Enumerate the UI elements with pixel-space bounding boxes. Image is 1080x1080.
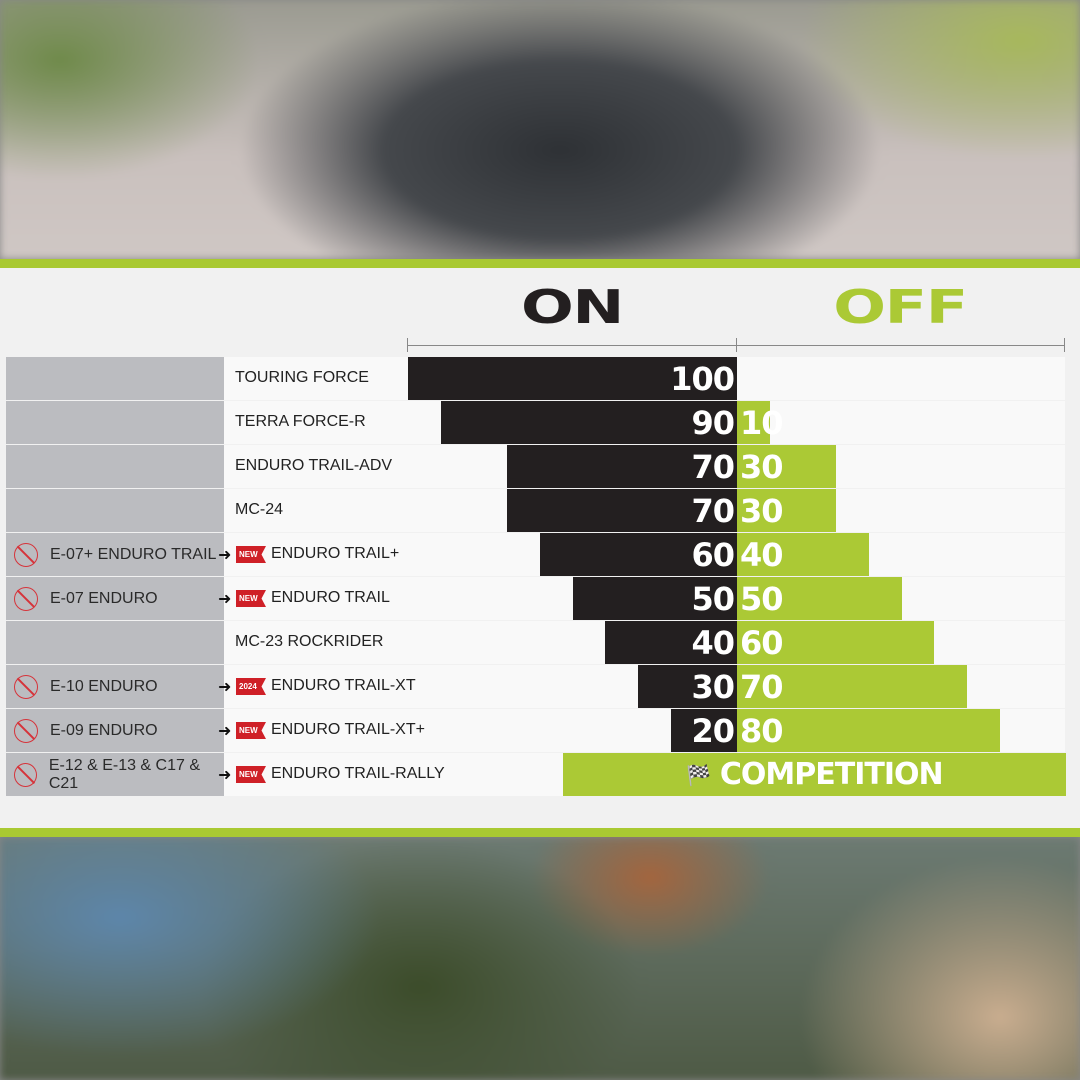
on-bar	[539, 533, 737, 576]
discontinued-icon	[14, 718, 38, 743]
table-row: MC-24 70 30	[6, 489, 1065, 532]
discontinued-icon	[14, 542, 38, 567]
legacy-name: E-09 ENDURO	[50, 721, 158, 739]
off-bar	[737, 665, 968, 708]
table-row: TERRA FORCE-R 90 10	[6, 401, 1065, 444]
off-value: 70	[740, 668, 784, 706]
checkered-flag-icon: 🏁	[685, 762, 711, 787]
on-bar	[572, 577, 737, 620]
on-bar	[638, 665, 737, 708]
table-row: E-12 & E-13 & C17 & C21 ➜ NEW ENDURO TRAIL-…	[6, 753, 1066, 796]
legacy-name: E-07+ ENDURO TRAIL	[50, 545, 217, 563]
badge: NEW	[236, 546, 266, 563]
axis-tick	[407, 338, 408, 352]
arrow-icon: ➜	[218, 591, 232, 608]
on-bar	[605, 621, 737, 664]
table-row: E-10 ENDURO ➜ 2024 ENDURO TRAIL-XT 30 70	[6, 665, 1065, 708]
on-value: 40	[691, 624, 735, 662]
on-header: ON	[520, 280, 624, 334]
arrow-icon: ➜	[218, 679, 232, 696]
badge: NEW	[236, 722, 266, 739]
product-name: ENDURO TRAIL-RALLY	[271, 765, 445, 782]
table-row: E-09 ENDURO ➜ NEW ENDURO TRAIL-XT+ 20 80	[6, 709, 1065, 752]
product-name: ENDURO TRAIL-XT	[271, 677, 416, 694]
table-row: MC-23 ROCKRIDER 40 60	[6, 621, 1065, 664]
legacy-cell: E-10 ENDURO	[6, 665, 224, 708]
axis-tick	[1064, 338, 1065, 352]
badge: 2024	[236, 678, 266, 695]
legacy-cell: E-07+ ENDURO TRAIL	[6, 533, 224, 576]
table-row: E-07 ENDURO ➜ NEW ENDURO TRAIL 50 50	[6, 577, 1065, 620]
legacy-name: E-10 ENDURO	[50, 677, 158, 695]
off-value: 30	[740, 492, 784, 530]
on-bar	[408, 357, 737, 400]
discontinued-icon	[14, 762, 37, 787]
off-bar	[737, 489, 836, 532]
discontinued-icon	[14, 586, 38, 611]
off-bar	[737, 709, 1001, 752]
legacy-cell	[6, 357, 224, 400]
table-row: ENDURO TRAIL-ADV 70 30	[6, 445, 1065, 488]
on-value: 70	[691, 448, 735, 486]
off-value: 30	[740, 448, 784, 486]
off-value: 50	[740, 580, 784, 618]
discontinued-icon	[14, 674, 38, 699]
product-name: MC-23 ROCKRIDER	[235, 633, 384, 650]
off-bar	[737, 401, 770, 444]
product-name: TERRA FORCE-R	[235, 413, 366, 430]
product-name: MC-24	[235, 501, 284, 518]
off-value: 10	[740, 404, 784, 442]
legacy-cell	[6, 445, 224, 488]
legacy-cell: E-12 & E-13 & C17 & C21	[6, 753, 224, 796]
off-header: OFF	[833, 280, 968, 334]
badge: NEW	[236, 590, 266, 607]
product-name: TOURING FORCE	[235, 369, 369, 386]
competition-label: COMPETITION	[719, 757, 944, 792]
arrow-icon: ➜	[218, 547, 232, 564]
legacy-cell: E-09 ENDURO	[6, 709, 224, 752]
table-row: E-07+ ENDURO TRAIL ➜ NEW ENDURO TRAIL+ 60 4…	[6, 533, 1065, 576]
background-photo-bottom	[0, 837, 1080, 1080]
off-bar	[737, 533, 869, 576]
legacy-cell	[6, 489, 224, 532]
product-name: ENDURO TRAIL-XT+	[271, 721, 425, 738]
on-value: 70	[691, 492, 735, 530]
off-bar	[737, 577, 902, 620]
off-bar	[737, 445, 836, 488]
on-bar	[671, 709, 737, 752]
arrow-icon: ➜	[218, 767, 232, 784]
on-bar	[440, 401, 737, 444]
on-value: 60	[691, 536, 735, 574]
on-value: 30	[691, 668, 735, 706]
badge: NEW	[236, 766, 266, 783]
off-value: 80	[740, 712, 784, 750]
legacy-name: E-12 & E-13 & C17 & C21	[48, 756, 201, 792]
product-name: ENDURO TRAIL	[271, 589, 390, 606]
competition-bar: 🏁 COMPETITION	[562, 753, 1066, 796]
off-bar	[737, 621, 935, 664]
on-value: 50	[691, 580, 735, 618]
legacy-cell	[6, 401, 224, 444]
background-photo-top	[0, 0, 1080, 259]
legacy-name: E-07 ENDURO	[50, 589, 158, 607]
product-name: ENDURO TRAIL+	[271, 545, 400, 562]
axis-tick	[736, 338, 737, 352]
on-value: 90	[691, 404, 735, 442]
on-bar	[506, 445, 737, 488]
on-bar	[506, 489, 737, 532]
legacy-cell	[6, 621, 224, 664]
off-value: 40	[740, 536, 784, 574]
on-value: 20	[691, 712, 735, 750]
off-value: 60	[740, 624, 784, 662]
product-name: ENDURO TRAIL-ADV	[235, 457, 393, 474]
table-row: TOURING FORCE 100	[6, 357, 1065, 400]
legacy-cell: E-07 ENDURO	[6, 577, 224, 620]
arrow-icon: ➜	[218, 723, 232, 740]
on-value: 100	[670, 360, 735, 398]
